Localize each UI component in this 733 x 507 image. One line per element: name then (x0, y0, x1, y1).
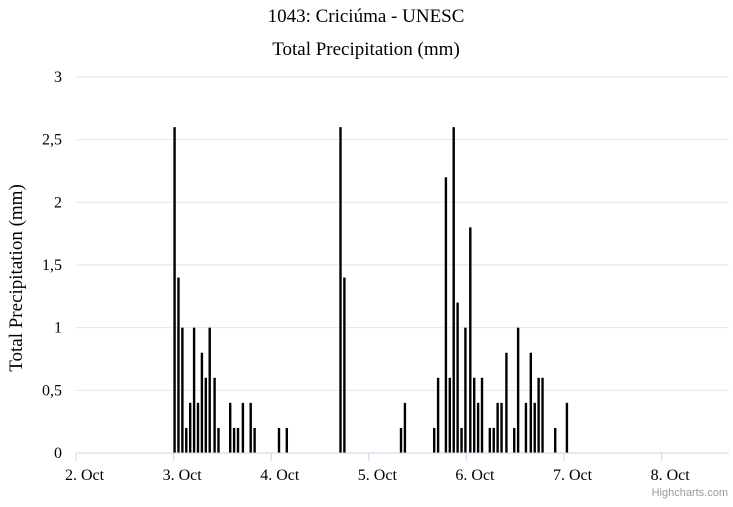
precipitation-bar[interactable] (448, 377, 452, 453)
precipitation-bar[interactable] (469, 227, 472, 453)
precipitation-bar[interactable] (492, 427, 495, 453)
y-tick-label: 0 (54, 445, 62, 462)
precipitation-bar[interactable] (480, 377, 484, 453)
precipitation-bars (173, 127, 569, 453)
precipitation-bar[interactable] (229, 402, 232, 453)
y-tick-label: 2,5 (42, 132, 62, 149)
precipitation-bar[interactable] (236, 427, 240, 453)
precipitation-bar[interactable] (217, 427, 220, 453)
x-tick-label: 7. Oct (553, 467, 593, 484)
precipitation-bar[interactable] (464, 327, 467, 453)
y-axis-ticks: 0 0,5 1 1,5 2 2,5 3 (42, 69, 62, 462)
precipitation-bar[interactable] (285, 427, 289, 453)
precipitation-bar[interactable] (513, 427, 516, 453)
precipitation-bar[interactable] (452, 127, 455, 453)
precipitation-bar[interactable] (241, 402, 245, 453)
precipitation-bar[interactable] (188, 402, 192, 453)
precipitation-bar[interactable] (476, 402, 480, 453)
precipitation-bar[interactable] (339, 127, 342, 453)
precipitation-bar[interactable] (496, 402, 499, 453)
precipitation-bar[interactable] (196, 402, 200, 453)
x-tick-label: 4. Oct (260, 467, 300, 484)
precipitation-bar[interactable] (554, 427, 557, 453)
precipitation-bar[interactable] (200, 352, 204, 453)
precipitation-bar[interactable] (488, 427, 492, 453)
precipitation-bar[interactable] (541, 377, 544, 453)
precipitation-bar[interactable] (399, 427, 403, 453)
highcharts-credit[interactable]: Highcharts.com (652, 487, 728, 499)
x-tick-label: 8. Oct (651, 467, 691, 484)
y-tick-label: 2 (54, 194, 62, 211)
x-tick-label: 2. Oct (65, 467, 105, 484)
precipitation-bar[interactable] (565, 402, 569, 453)
precipitation-bar[interactable] (524, 402, 528, 453)
chart-title: 1043: Criciúma - UNESC (268, 6, 465, 27)
x-tick-label: 5. Oct (358, 467, 398, 484)
precipitation-bar[interactable] (436, 377, 440, 453)
precipitation-bar[interactable] (177, 277, 180, 453)
precipitation-bar[interactable] (529, 352, 533, 453)
y-axis-label: Total Precipitation (mm) (6, 184, 27, 372)
precipitation-bar[interactable] (277, 427, 281, 453)
precipitation-bar[interactable] (444, 177, 448, 453)
precipitation-bar[interactable] (213, 377, 216, 453)
precipitation-bar[interactable] (173, 127, 176, 453)
precipitation-bar[interactable] (208, 327, 211, 453)
precipitation-bar[interactable] (185, 427, 188, 453)
y-tick-label: 3 (54, 69, 62, 86)
y-tick-label: 1 (54, 320, 62, 337)
precipitation-bar[interactable] (533, 402, 536, 453)
x-axis-ticks: 2. Oct 3. Oct 4. Oct 5. Oct 6. Oct 7. Oct 8. O… (65, 453, 690, 484)
precipitation-bar[interactable] (232, 427, 236, 453)
x-tick-label: 3. Oct (163, 467, 203, 484)
precipitation-bar[interactable] (456, 302, 459, 453)
precipitation-bar[interactable] (432, 427, 436, 453)
precipitation-bar[interactable] (343, 277, 346, 453)
y-tick-label: 0,5 (42, 382, 62, 399)
chart-subtitle: Total Precipitation (mm) (272, 39, 460, 60)
precipitation-bar[interactable] (181, 327, 184, 453)
precipitation-bar[interactable] (249, 402, 252, 453)
precipitation-bar[interactable] (460, 427, 463, 453)
precipitation-bar[interactable] (403, 402, 407, 453)
precipitation-bar[interactable] (537, 377, 540, 453)
precipitation-bar[interactable] (473, 377, 476, 453)
precipitation-bar[interactable] (500, 402, 503, 453)
y-tick-label: 1,5 (42, 257, 62, 274)
x-tick-label: 6. Oct (455, 467, 495, 484)
precipitation-bar[interactable] (204, 377, 208, 453)
precipitation-bar[interactable] (253, 427, 256, 453)
precipitation-bar[interactable] (192, 327, 196, 453)
precipitation-bar[interactable] (505, 352, 508, 453)
precipitation-bar[interactable] (516, 327, 520, 453)
gridlines (76, 76, 729, 391)
